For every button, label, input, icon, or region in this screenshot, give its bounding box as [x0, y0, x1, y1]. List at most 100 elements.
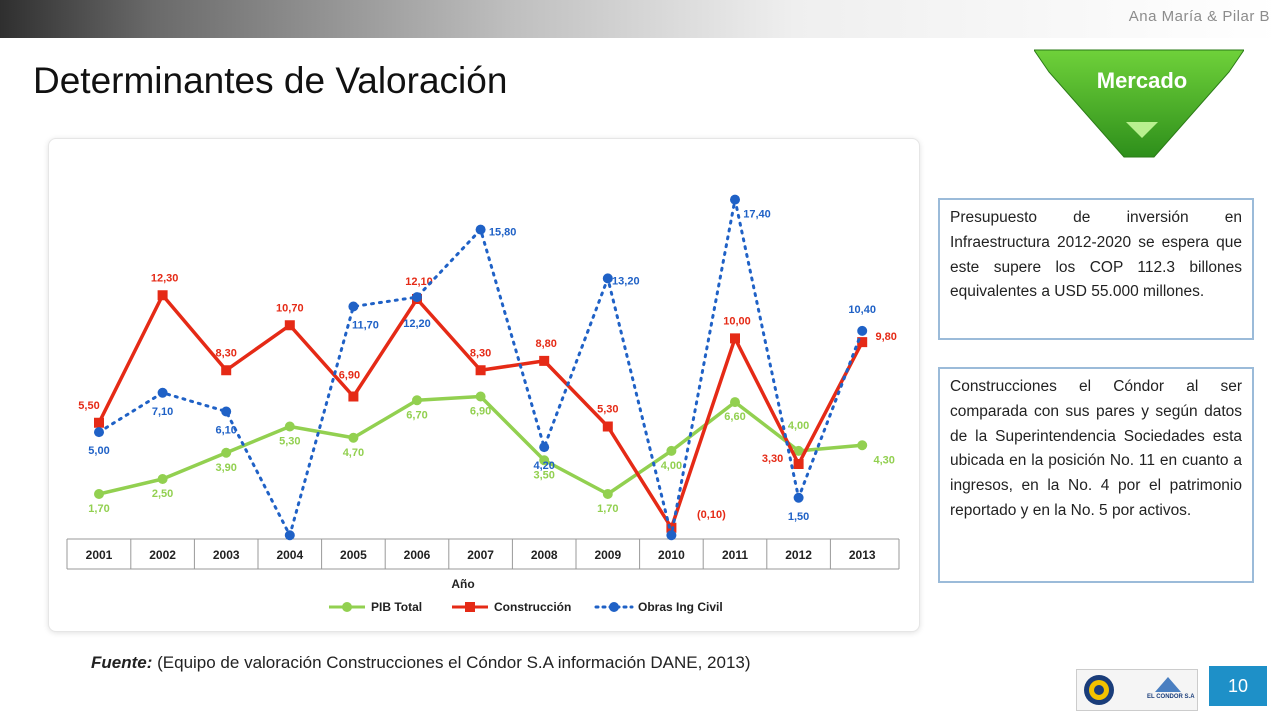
mercado-badge-label: Mercado — [1097, 68, 1187, 93]
company-logos: EL CONDOR S.A — [1076, 669, 1198, 711]
source-citation: Fuente: (Equipo de valoración Construcci… — [91, 653, 751, 673]
x-tick-label: 2002 — [149, 548, 176, 562]
data-label: 4,00 — [661, 460, 682, 472]
legend-marker — [465, 602, 475, 612]
legend-marker — [609, 602, 619, 612]
data-label: 6,90 — [339, 370, 360, 382]
data-point — [539, 355, 550, 366]
data-point — [793, 445, 804, 456]
data-label: 10,00 — [723, 315, 751, 327]
data-label: 5,00 — [88, 445, 109, 457]
x-tick-label: 2006 — [404, 548, 431, 562]
data-label: 4,70 — [343, 447, 364, 459]
data-label: 4,20 — [533, 460, 554, 472]
data-point — [475, 365, 486, 376]
source-text: (Equipo de valoración Construcciones el … — [152, 653, 751, 672]
data-point — [857, 337, 868, 348]
data-label: 9,80 — [875, 331, 896, 343]
x-tick-label: 2003 — [213, 548, 240, 562]
data-point — [157, 387, 168, 398]
data-label: 11,70 — [352, 320, 379, 332]
data-point — [157, 474, 168, 484]
condor-logo-text: EL CONDOR S.A — [1147, 694, 1195, 700]
data-point — [793, 459, 804, 469]
data-point — [221, 406, 232, 417]
legend-marker — [342, 602, 352, 612]
line-chart: 2001 2002 2003 2004 2005 2006 2007 2008 2009 2010… — [66, 194, 900, 614]
data-point — [857, 325, 868, 336]
x-tick-label: 2013 — [849, 548, 876, 562]
data-point — [157, 290, 168, 301]
data-point — [475, 391, 486, 402]
legend-label: Obras Ing Civil — [638, 600, 723, 614]
page-number: 10 — [1209, 666, 1267, 706]
data-label: 4,30 — [873, 454, 894, 466]
data-point — [94, 427, 104, 438]
data-label: 15,80 — [489, 227, 517, 239]
data-label: 17,40 — [743, 209, 771, 221]
data-point — [602, 273, 613, 284]
data-point — [221, 365, 232, 376]
data-label: 3,50 — [533, 469, 554, 481]
data-point — [857, 440, 868, 451]
data-point — [94, 417, 104, 428]
x-tick-label: 2010 — [658, 548, 685, 562]
x-tick-label: 2011 — [722, 548, 748, 562]
x-tick-label: 2004 — [276, 548, 303, 562]
data-label: 2,50 — [152, 488, 173, 500]
data-point — [412, 395, 422, 406]
data-label: 13,20 — [612, 275, 640, 287]
data-point — [666, 445, 677, 456]
data-point — [475, 224, 486, 235]
x-tick-label: 2012 — [785, 548, 812, 562]
data-label: 5,30 — [597, 404, 618, 416]
data-label: 10,40 — [848, 304, 876, 316]
info-note-investment: Presupuesto de inversión en Infraestruct… — [938, 198, 1254, 340]
data-label: 8,80 — [535, 338, 556, 350]
data-label: 12,30 — [151, 272, 179, 284]
data-point — [539, 442, 550, 453]
x-tick-label: 2008 — [531, 548, 558, 562]
legend-label: PIB Total — [371, 600, 422, 614]
data-label: 8,30 — [470, 347, 491, 359]
data-label: 7,10 — [152, 406, 173, 418]
data-point — [793, 492, 804, 503]
gear-logo-icon — [1084, 675, 1114, 705]
data-point — [539, 455, 550, 466]
data-label: 12,20 — [403, 318, 431, 330]
author-credit: Ana María & Pilar B — [1128, 8, 1270, 25]
data-label: 3,30 — [762, 453, 783, 465]
data-label: 6,70 — [406, 409, 427, 421]
chevron-down-icon — [1126, 122, 1158, 138]
data-label: 3,90 — [215, 462, 236, 474]
source-prefix: Fuente: — [91, 653, 153, 672]
data-point — [348, 391, 359, 402]
data-label: 1,70 — [88, 503, 109, 515]
data-point — [730, 194, 740, 205]
data-point — [730, 333, 740, 344]
data-point — [602, 489, 613, 499]
x-tick-label: 2009 — [594, 548, 621, 562]
data-label: 5,30 — [279, 436, 300, 448]
data-point — [666, 530, 677, 541]
data-point — [284, 421, 295, 432]
x-tick-label: 2005 — [340, 548, 367, 562]
data-label: 1,50 — [788, 511, 809, 523]
x-axis-title: Año — [451, 577, 474, 591]
info-note-ranking: Construcciones el Cóndor al ser comparad… — [938, 367, 1254, 583]
data-point — [602, 421, 613, 432]
data-label: 8,30 — [215, 347, 236, 359]
data-point — [348, 432, 359, 443]
data-label: 5,50 — [78, 400, 99, 412]
data-point — [221, 447, 232, 458]
mercado-badge[interactable]: Mercado — [1034, 42, 1244, 162]
data-point — [412, 292, 422, 303]
x-tick-label: 2007 — [467, 548, 494, 562]
data-label: 10,70 — [276, 302, 304, 314]
data-point — [284, 320, 295, 331]
data-point — [94, 489, 104, 499]
x-tick-label: 2001 — [86, 548, 113, 562]
data-label: (0,10) — [697, 509, 726, 521]
data-point — [348, 301, 359, 312]
data-label: 12,10 — [405, 276, 433, 288]
